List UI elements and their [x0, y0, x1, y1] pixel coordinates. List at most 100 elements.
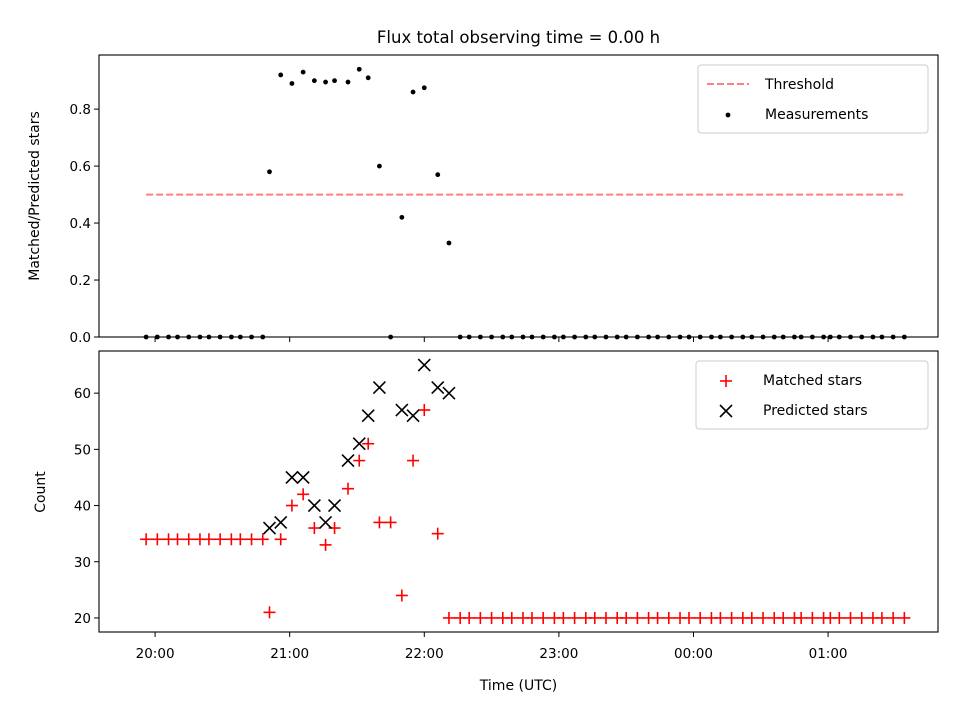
top-legend-box [697, 64, 929, 134]
x-axis-label: Time (UTC) [479, 678, 557, 694]
bottom-panel-marks [140, 358, 911, 624]
top-legend: Threshold Measurements [697, 64, 929, 134]
matched-star-point [777, 611, 790, 624]
x-tick-label: 01:00 [809, 646, 848, 662]
measurement-point [278, 72, 284, 78]
matched-star-point [806, 611, 819, 624]
bottom-y-tick-label: 20 [74, 611, 91, 627]
measurements-legend-label: Measurements [765, 107, 868, 123]
measurement-point [446, 240, 452, 246]
predicted-star-point [319, 515, 333, 529]
predicted-star-point [442, 386, 456, 400]
matched-star-point [505, 611, 518, 624]
measurement-point [300, 69, 306, 75]
matched-star-point [651, 611, 664, 624]
bottom-panel-y-label: Count [33, 471, 49, 513]
bottom-panel-y-axis: 20 30 40 50 60 [74, 386, 99, 627]
matched-legend-label: Matched stars [763, 373, 862, 389]
matched-star-point [214, 533, 227, 546]
predicted-star-point [406, 409, 420, 423]
measurement-point [323, 79, 328, 85]
x-tick-label: 22:00 [405, 646, 444, 662]
top-y-tick-label: 0.2 [70, 273, 91, 289]
top-panel-y-label: Matched/Predicted stars [27, 111, 43, 281]
top-y-tick-label: 0.6 [70, 159, 91, 175]
predicted-star-point [361, 409, 375, 423]
matched-star-point [256, 533, 269, 546]
matched-star-point [485, 611, 498, 624]
matched-star-point [694, 611, 707, 624]
matched-star-point [362, 437, 375, 450]
top-panel-x-ticks [154, 337, 829, 342]
bottom-y-tick-label: 50 [74, 442, 91, 458]
matched-star-point [373, 516, 386, 529]
x-tick-label: 00:00 [674, 646, 713, 662]
matched-star-point [795, 611, 808, 624]
matched-star-point [319, 538, 332, 551]
matched-star-point [662, 611, 675, 624]
measurements-legend-swatch [725, 112, 731, 118]
matched-star-point [151, 533, 164, 546]
top-y-tick-label: 0.8 [70, 102, 91, 118]
top-panel-marks [143, 66, 907, 340]
bottom-panel-x-axis: 20:00 21:00 22:00 23:00 00:00 01:00 [136, 632, 848, 662]
matched-star-point [631, 611, 644, 624]
matched-star-point [202, 533, 215, 546]
top-panel-frame [98, 54, 939, 338]
top-panel-y-axis: 0.0 0.2 0.4 0.6 0.8 [70, 102, 99, 346]
matched-star-point [568, 611, 581, 624]
matched-star-point [833, 611, 846, 624]
matched-star-point [407, 454, 420, 467]
x-tick-label: 20:00 [136, 646, 175, 662]
predicted-legend-label: Predicted stars [763, 403, 868, 419]
matched-star-point [875, 611, 888, 624]
matched-star-point [474, 611, 487, 624]
matched-star-point [463, 611, 476, 624]
measurement-point [399, 214, 405, 220]
predicted-legend-swatch [719, 404, 733, 418]
matched-star-point [537, 611, 550, 624]
bottom-legend: Matched stars Predicted stars [695, 360, 929, 430]
matched-star-point [342, 482, 355, 495]
predicted-star-point [327, 498, 342, 513]
top-y-tick-label: 0.4 [70, 216, 91, 232]
matched-star-point [182, 533, 195, 546]
measurement-point [421, 85, 427, 91]
measurement-point [410, 89, 416, 95]
matched-star-point [297, 488, 310, 501]
matched-star-point [442, 611, 455, 624]
matched-star-point [855, 611, 868, 624]
matched-star-point [395, 589, 408, 602]
top-y-tick-label: 0.0 [70, 330, 91, 346]
measurement-point [365, 75, 371, 81]
matched-star-point [745, 611, 758, 624]
matched-star-point [285, 499, 298, 512]
matched-star-point [620, 611, 633, 624]
predicted-star-point [262, 521, 277, 535]
matched-star-point [171, 533, 184, 546]
matched-star-point [263, 606, 276, 619]
matched-star-point [431, 527, 444, 540]
matched-star-point [725, 611, 738, 624]
matched-star-point [599, 611, 612, 624]
predicted-star-point [417, 358, 431, 372]
matched-star-point [887, 611, 900, 624]
matched-star-point [234, 533, 247, 546]
measurement-point [435, 172, 441, 178]
predicted-star-point [307, 498, 321, 513]
matched-star-point [557, 611, 570, 624]
bottom-panel-frame [98, 350, 939, 633]
measurement-point [289, 81, 295, 86]
x-tick-label: 21:00 [270, 646, 309, 662]
predicted-star-point [352, 437, 366, 451]
measurement-point [345, 79, 351, 85]
predicted-star-point [296, 470, 310, 485]
threshold-legend-label: Threshold [764, 77, 834, 93]
matched-star-point [418, 404, 431, 417]
measurement-point [267, 169, 272, 175]
matched-star-point [245, 533, 258, 546]
predicted-star-point [372, 380, 386, 395]
x-tick-label: 23:00 [539, 646, 578, 662]
predicted-star-point [274, 515, 288, 529]
